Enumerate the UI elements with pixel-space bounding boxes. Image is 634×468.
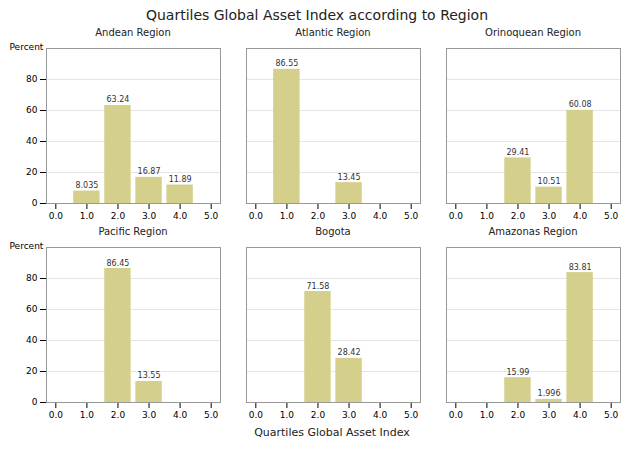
svg-text:80: 80 bbox=[26, 273, 38, 283]
svg-text:40: 40 bbox=[26, 136, 38, 146]
html-text:Andean Region: Andean Region bbox=[95, 27, 171, 38]
svg-text:80: 80 bbox=[26, 74, 38, 84]
svg-text:0.0: 0.0 bbox=[49, 410, 64, 420]
svg-text:13.55: 13.55 bbox=[138, 371, 161, 380]
svg-text:5.0: 5.0 bbox=[204, 410, 219, 420]
svg-text:15.99: 15.99 bbox=[507, 368, 530, 377]
svg-text:86.55: 86.55 bbox=[275, 59, 298, 68]
svg-text:8.035: 8.035 bbox=[75, 181, 98, 190]
svg-text:3.0: 3.0 bbox=[142, 410, 157, 420]
html-text:Atlantic Region: Atlantic Region bbox=[295, 27, 371, 38]
svg-text:40: 40 bbox=[26, 335, 38, 345]
svg-text:4.0: 4.0 bbox=[173, 211, 188, 221]
svg-text:2.0: 2.0 bbox=[511, 211, 526, 221]
html-text:Quartiles Global Asset Index a: Quartiles Global Asset Index according t… bbox=[145, 7, 489, 23]
svg-text:29.41: 29.41 bbox=[507, 148, 530, 157]
svg-text:1.0: 1.0 bbox=[480, 410, 495, 420]
svg-text:1.0: 1.0 bbox=[280, 410, 295, 420]
svg-text:10.51: 10.51 bbox=[538, 177, 561, 186]
svg-text:Percent: Percent bbox=[10, 42, 44, 52]
svg-text:1.0: 1.0 bbox=[280, 211, 295, 221]
svg-text:4.0: 4.0 bbox=[573, 410, 588, 420]
svg-text:0.0: 0.0 bbox=[449, 211, 464, 221]
svg-text:2.0: 2.0 bbox=[511, 410, 526, 420]
svg-text:3.0: 3.0 bbox=[542, 410, 557, 420]
svg-text:0.0: 0.0 bbox=[49, 211, 64, 221]
svg-text:2.0: 2.0 bbox=[111, 410, 126, 420]
svg-text:3.0: 3.0 bbox=[542, 211, 557, 221]
svg-text:83.81: 83.81 bbox=[569, 263, 592, 272]
svg-text:0: 0 bbox=[32, 198, 38, 208]
svg-text:2.0: 2.0 bbox=[111, 211, 126, 221]
svg-text:4.0: 4.0 bbox=[173, 410, 188, 420]
html-text:Pacific Region: Pacific Region bbox=[98, 226, 168, 237]
svg-text:60: 60 bbox=[26, 105, 38, 115]
svg-text:4.0: 4.0 bbox=[573, 211, 588, 221]
svg-text:1.996: 1.996 bbox=[538, 389, 561, 398]
svg-text:28.42: 28.42 bbox=[338, 348, 361, 357]
svg-text:63.24: 63.24 bbox=[107, 95, 130, 104]
svg-text:2.0: 2.0 bbox=[311, 211, 326, 221]
svg-text:3.0: 3.0 bbox=[342, 211, 357, 221]
html-text:Bogota: Bogota bbox=[315, 226, 351, 237]
svg-text:60: 60 bbox=[26, 304, 38, 314]
html-text:Quartiles Global Asset Index: Quartiles Global Asset Index bbox=[254, 426, 410, 439]
svg-text:3.0: 3.0 bbox=[142, 211, 157, 221]
svg-text:1.0: 1.0 bbox=[80, 211, 95, 221]
svg-text:4.0: 4.0 bbox=[373, 211, 388, 221]
svg-text:60.08: 60.08 bbox=[569, 100, 592, 109]
svg-text:16.87: 16.87 bbox=[138, 167, 161, 176]
svg-text:0.0: 0.0 bbox=[449, 410, 464, 420]
svg-text:3.0: 3.0 bbox=[342, 410, 357, 420]
svg-text:5.0: 5.0 bbox=[204, 211, 219, 221]
svg-text:0: 0 bbox=[32, 397, 38, 407]
svg-text:11.89: 11.89 bbox=[169, 175, 192, 184]
svg-text:0.0: 0.0 bbox=[249, 211, 264, 221]
svg-text:71.58: 71.58 bbox=[307, 282, 330, 291]
svg-text:20: 20 bbox=[26, 167, 38, 177]
svg-text:5.0: 5.0 bbox=[404, 410, 419, 420]
svg-text:13.45: 13.45 bbox=[338, 173, 361, 182]
svg-text:5.0: 5.0 bbox=[404, 211, 419, 221]
html-text:Orinoquean Region: Orinoquean Region bbox=[485, 27, 581, 38]
svg-text:1.0: 1.0 bbox=[480, 211, 495, 221]
svg-text:86.45: 86.45 bbox=[107, 259, 130, 268]
svg-text:5.0: 5.0 bbox=[604, 410, 619, 420]
svg-text:20: 20 bbox=[26, 366, 38, 376]
svg-text:0.0: 0.0 bbox=[249, 410, 264, 420]
svg-text:Percent: Percent bbox=[10, 241, 44, 251]
html-text:Amazonas Region: Amazonas Region bbox=[488, 226, 578, 237]
svg-text:4.0: 4.0 bbox=[373, 410, 388, 420]
svg-text:1.0: 1.0 bbox=[80, 410, 95, 420]
svg-text:2.0: 2.0 bbox=[311, 410, 326, 420]
svg-text:5.0: 5.0 bbox=[604, 211, 619, 221]
